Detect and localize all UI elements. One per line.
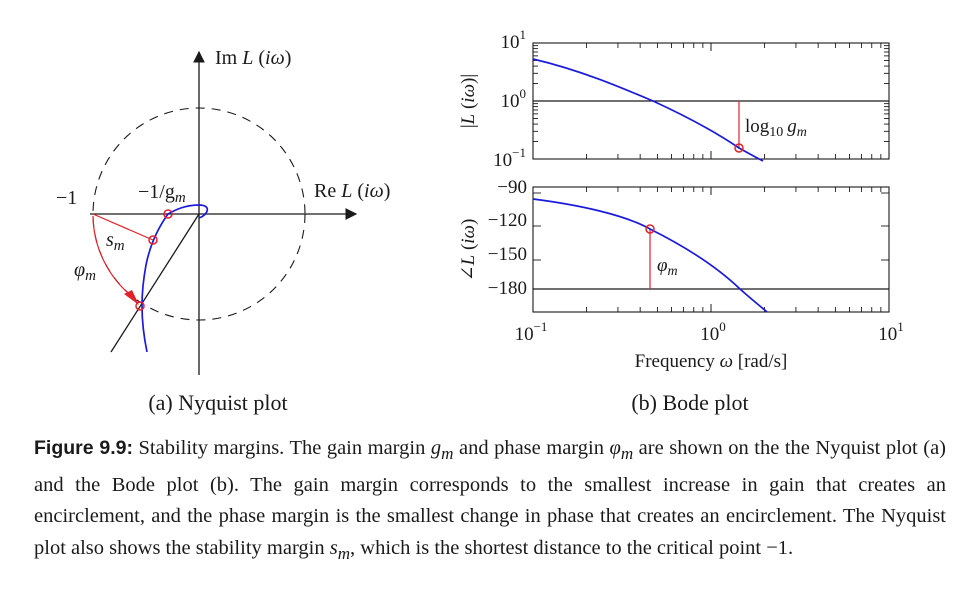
phase-margin-marker [135,301,145,311]
phase-tick-m150: −150 [488,244,527,265]
gain-margin-marker [163,209,173,219]
sm-label: sm [106,229,125,254]
caption-phim: φ [609,437,621,459]
phase-margin-arrowhead [124,290,139,305]
mag-tick-mid: 100 [501,86,527,112]
phase-minor-ticks [532,187,890,312]
figure-caption: Figure 9.9: Stability margins. The gain … [34,433,946,569]
caption-text-3: are shown on the the Nyquist plot (a) an… [34,437,946,559]
caption-text-1: Stability margins. The gain margin [133,437,431,459]
phase-margin-line [110,213,200,353]
phase-margin-marker-bode [645,224,655,234]
phase-tick-m120: −120 [488,210,527,231]
phase-y-label: ∠L (iω) [458,219,479,282]
gm-point-label: −1/gm [138,181,186,206]
nyquist-x-label: Re L (iω) [314,180,390,202]
phase-tick-m180: −180 [488,278,527,299]
phase-tick-m90: −90 [497,177,527,198]
minus-one-label: −1 [56,187,77,209]
stability-margin-marker [148,235,158,245]
magnitude-minor-ticks [532,42,890,160]
phase-frame [532,186,890,313]
caption-sm: s [329,536,338,559]
nyquist-curve [141,204,209,353]
magnitude-y-label: |L (iω)| [458,74,479,128]
x-tick-1: 100 [700,319,726,345]
bode-x-label: Frequency ω [rad/s] [635,351,788,372]
nyquist-subtitle: (a) Nyquist plot [148,390,287,415]
phim-label: φm [74,259,96,284]
caption-gm-sub: m [441,444,454,464]
bode-subtitle-text: (b) Bode plot [631,390,748,415]
gain-crossover-marker [734,143,744,153]
caption-text-4: , which is the shortest distance to the … [350,536,794,559]
nyquist-plot: Im L (iω) Re L (iω) −1 −1/gm sm φm (a) N… [56,47,390,415]
stability-margin-segment [92,213,154,241]
x-tick-0: 10−1 [515,319,548,345]
caption-sm-sub: m [337,543,351,563]
nyquist-y-label: Im L (iω) [215,47,291,69]
caption-label: Figure 9.9: [34,437,133,459]
figure-canvas: Im L (iω) Re L (iω) −1 −1/gm sm φm (a) N… [56,27,904,415]
magnitude-curve [532,58,764,162]
phase-margin-label: φm [657,255,678,279]
phase-curve [532,198,768,313]
caption-text-2: and phase margin [453,437,610,459]
bode-phase-plot: −90 −120 −150 −180 ∠L (iω) φm 10−1 100 1… [458,177,904,415]
mag-tick-top: 101 [501,27,527,53]
mag-tick-bottom: 10−1 [493,145,526,171]
caption-gm: g [430,437,442,459]
bode-magnitude-plot: 101 100 10−1 |L (iω)| log10 gm [458,27,890,171]
gain-margin-label: log10 gm [745,116,807,140]
phase-margin-arc [92,215,135,299]
x-tick-2: 101 [878,319,904,345]
caption-phim-sub: m [620,444,634,464]
